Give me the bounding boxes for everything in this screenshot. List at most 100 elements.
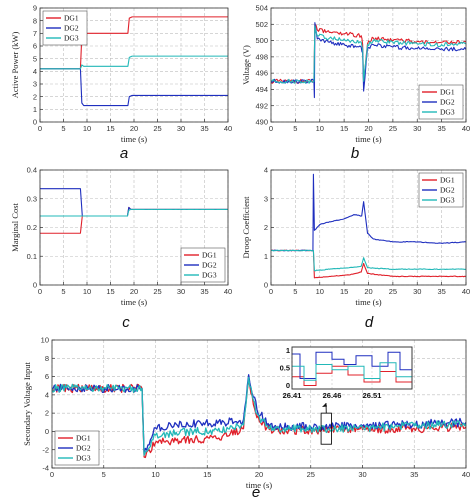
y-tick-label: 490 — [255, 118, 268, 127]
series-group — [40, 188, 228, 234]
series-line-dg2 — [52, 374, 466, 455]
x-tick-label: 5 — [102, 470, 106, 479]
x-tick-label: 35 — [437, 124, 445, 133]
y-tick-label: 492 — [255, 101, 268, 110]
series-line-dg1 — [40, 16, 228, 70]
legend-label-dg1: DG1 — [440, 88, 455, 97]
x-tick-label: 35 — [410, 470, 418, 479]
inset-frame-bg — [291, 346, 413, 390]
y-axis-label: Marginal Cost — [10, 203, 20, 252]
x-tick-label: 30 — [177, 124, 185, 133]
y-tick-label: 496 — [255, 69, 268, 78]
series-group — [40, 16, 228, 107]
x-tick-label: 40 — [462, 470, 470, 479]
y-tick-label: 2 — [264, 223, 268, 232]
x-tick-label: 5 — [61, 287, 65, 296]
y-tick-label: 502 — [255, 20, 268, 29]
x-axis-label: time (s) — [246, 480, 272, 490]
y-tick-label: 0 — [33, 281, 37, 290]
x-tick-label: 5 — [293, 124, 297, 133]
y-tick-label: 6 — [45, 372, 49, 381]
legend-label-dg1: DG1 — [64, 14, 79, 23]
x-tick-label: 0 — [269, 124, 273, 133]
x-tick-label: 40 — [224, 287, 232, 296]
inset-x-tick-label: 26.46 — [323, 391, 342, 400]
x-tick-label: 5 — [61, 124, 65, 133]
x-tick-label: 35 — [200, 287, 208, 296]
y-tick-label: 2 — [45, 409, 49, 418]
legend-label-dg1: DG1 — [440, 176, 455, 185]
legend-label-dg1: DG1 — [76, 434, 91, 443]
inset-y-tick-label: 0 — [286, 381, 290, 390]
y-tick-label: 0.2 — [27, 223, 37, 232]
inset-x-tick-label: 26.41 — [283, 391, 302, 400]
inset-frame — [291, 346, 413, 390]
y-axis-label: Secondary Voltage Input — [22, 362, 32, 446]
y-tick-label: 3 — [33, 80, 37, 89]
x-tick-label: 15 — [340, 124, 348, 133]
panel-letter-c: c — [122, 314, 130, 331]
inset-series-dg3 — [292, 362, 412, 381]
series-line-dg3 — [271, 249, 466, 272]
y-tick-label: 10 — [41, 336, 49, 345]
series-line-dg3 — [52, 376, 466, 456]
y-tick-label: 0.4 — [27, 166, 37, 175]
x-tick-label: 15 — [203, 470, 211, 479]
x-tick-label: 25 — [153, 287, 161, 296]
y-tick-label: 3 — [264, 194, 268, 203]
x-axis-label: time (s) — [355, 134, 381, 144]
legend-label-dg3: DG3 — [76, 454, 91, 463]
x-tick-label: 20 — [364, 124, 372, 133]
legend-label-dg1: DG1 — [202, 251, 217, 260]
legend-label-dg3: DG3 — [440, 196, 455, 205]
y-tick-label: 504 — [255, 4, 268, 13]
x-tick-label: 35 — [437, 287, 445, 296]
x-tick-label: 10 — [83, 287, 91, 296]
y-tick-label: 8 — [33, 16, 37, 25]
x-tick-label: 10 — [316, 287, 324, 296]
x-axis-label: time (s) — [121, 134, 147, 144]
series-line-dg2 — [40, 68, 228, 107]
chart-panel-b: 0 5 10 15 20 25 30 35 40 490 492 494 496 498 500 502 504… — [241, 4, 470, 162]
x-tick-label: 10 — [83, 124, 91, 133]
series-line-dg2 — [271, 22, 466, 99]
y-tick-label: 2 — [33, 92, 37, 101]
y-tick-label: -2 — [42, 445, 49, 454]
x-tick-label: 15 — [340, 287, 348, 296]
series-line-dg3 — [40, 55, 228, 70]
y-tick-label: 0.3 — [27, 194, 37, 203]
x-tick-label: 30 — [177, 287, 185, 296]
legend-label-dg2: DG2 — [202, 261, 217, 270]
x-tick-label: 0 — [38, 124, 42, 133]
x-tick-label: 30 — [358, 470, 366, 479]
x-tick-label: 10 — [316, 124, 324, 133]
x-tick-label: 25 — [389, 124, 397, 133]
chart-panel-c: 0 5 10 15 20 25 30 35 40 0 0.1 0.2 0.3 0.4 time (s) Mar… — [10, 166, 232, 331]
legend-label-dg3: DG3 — [440, 108, 455, 117]
x-tick-label: 0 — [50, 470, 54, 479]
inset-y-tick-label: 1 — [286, 346, 290, 355]
y-tick-label: 498 — [255, 52, 268, 61]
x-tick-label: 15 — [106, 124, 114, 133]
y-tick-label: 500 — [255, 36, 268, 45]
inset-y-tick-label: 0.5 — [280, 364, 290, 373]
x-tick-label: 15 — [106, 287, 114, 296]
x-tick-label: 30 — [413, 124, 421, 133]
legend-label-dg2: DG2 — [440, 186, 455, 195]
y-tick-label: 5 — [33, 54, 37, 63]
x-tick-label: 20 — [255, 470, 263, 479]
y-tick-label: 4 — [33, 67, 37, 76]
x-tick-label: 20 — [364, 287, 372, 296]
y-axis-label: Droop Coefficient — [241, 196, 251, 259]
y-tick-label: 0 — [264, 281, 268, 290]
x-tick-label: 25 — [153, 124, 161, 133]
series-line-dg3 — [271, 25, 466, 84]
chart-panel-d: 0 5 10 15 20 25 30 35 40 0 1 2 3 4 time (s) Droop Coeff… — [241, 166, 470, 331]
x-tick-label: 40 — [462, 124, 470, 133]
y-axis-label: Active Power (kW) — [10, 32, 20, 99]
legend-label-dg2: DG2 — [64, 24, 79, 33]
